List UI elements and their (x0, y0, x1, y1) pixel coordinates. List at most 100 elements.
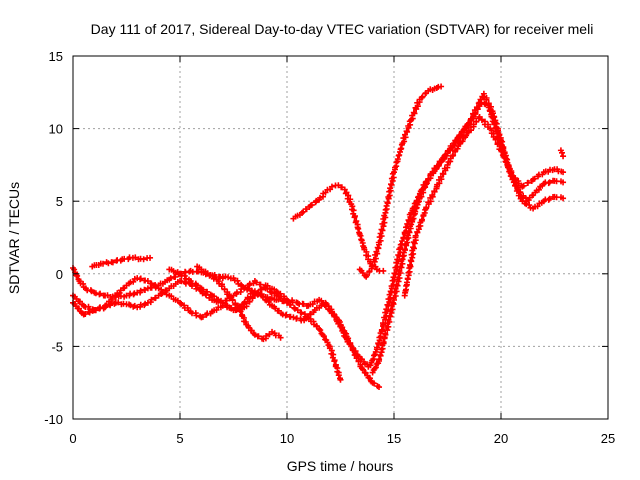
marker-trail (392, 141, 405, 173)
series-arc-5 (166, 266, 383, 391)
marker-trail (168, 279, 181, 290)
marker-trail (307, 315, 320, 330)
data-point (277, 334, 284, 341)
marker-trail (137, 300, 149, 310)
data-point (316, 325, 323, 332)
data-point (337, 376, 344, 383)
data-point (328, 183, 335, 190)
marker-trail (388, 246, 404, 290)
marker-trail (488, 127, 503, 153)
y-tick-label: -5 (51, 339, 63, 354)
marker-trail (532, 199, 545, 210)
marker-trail (361, 246, 373, 265)
marker-trail (420, 170, 434, 192)
marker-trail (254, 333, 265, 342)
marker-trail (259, 293, 273, 308)
marker-trail (211, 304, 224, 314)
plot-area (70, 83, 567, 391)
marker-trail (434, 164, 451, 188)
data-point (140, 256, 147, 263)
marker-trail (355, 225, 367, 250)
marker-trail (409, 188, 424, 214)
marker-trail (356, 353, 371, 368)
series-arc-7 (219, 273, 344, 383)
marker-trail (423, 185, 440, 211)
marker-trail (338, 184, 345, 191)
marker-trail (137, 275, 149, 284)
marker-trail (360, 366, 375, 385)
marker-trail (222, 273, 234, 282)
marker-trail (231, 277, 245, 290)
x-tick-label: 10 (280, 431, 294, 446)
y-axis-label: SDTVAR / TECUs (6, 182, 22, 294)
marker-trail (326, 345, 343, 382)
marker-trail (399, 223, 414, 260)
marker-trail (490, 110, 504, 141)
marker-trail (323, 301, 338, 318)
marker-trail (382, 170, 397, 213)
marker-trail (158, 286, 170, 298)
marker-trail (132, 254, 144, 263)
y-tick-label: 0 (56, 267, 63, 282)
marker-trail (71, 266, 82, 283)
marker-trail (525, 192, 537, 204)
marker-trail (104, 292, 116, 300)
data-point (438, 83, 445, 90)
marker-trail (199, 310, 214, 320)
marker-trail (168, 293, 181, 304)
chart-title: Day 111 of 2017, Sidereal Day-to-day VTE… (91, 21, 594, 37)
marker-trail (412, 206, 429, 239)
data-point (380, 267, 387, 274)
marker-trail (559, 149, 565, 156)
marker-trail (91, 262, 102, 269)
marker-trail (292, 211, 303, 220)
data-point (560, 179, 567, 186)
marker-trail (380, 288, 395, 327)
series-arc-10 (356, 83, 445, 280)
axes: 0 5 10 15 20 25 -10 -5 0 5 10 15 (44, 49, 615, 446)
x-tick-label: 0 (69, 431, 76, 446)
marker-trail (418, 90, 429, 101)
marker-trail (303, 309, 317, 322)
marker-trail (115, 299, 127, 308)
marker-trail (199, 286, 214, 298)
y-tick-label: 10 (49, 122, 63, 137)
marker-trail (498, 148, 514, 177)
series-arc-14 (557, 147, 567, 160)
marker-trail (253, 279, 268, 291)
marker-trail (344, 338, 359, 357)
marker-trail (233, 301, 246, 313)
series-arc-6 (194, 263, 284, 343)
marker-trail (342, 189, 354, 206)
marker-trail (462, 112, 477, 130)
marker-trail (147, 294, 159, 306)
marker-trail (71, 293, 86, 308)
marker-trail (251, 290, 262, 298)
marker-trail (121, 254, 133, 263)
marker-trail (100, 259, 112, 267)
y-tick-label: 15 (49, 49, 63, 64)
marker-trail (364, 265, 375, 279)
series-arc-13 (401, 113, 567, 299)
marker-trail (409, 99, 423, 122)
marker-trail (178, 272, 192, 283)
marker-trail (531, 171, 546, 182)
marker-trail (324, 186, 334, 193)
marker-trail (317, 190, 327, 201)
data-point (376, 384, 383, 391)
x-tick-label: 5 (176, 431, 183, 446)
marker-trail (206, 272, 220, 283)
marker-trail (553, 178, 564, 185)
marker-trail (333, 316, 350, 340)
marker-trail (178, 300, 192, 314)
series-arc-11 (369, 99, 567, 376)
marker-trail (92, 305, 107, 314)
marker-trail (533, 182, 546, 194)
marker-trail (382, 299, 397, 337)
marker-trail (370, 360, 382, 374)
marker-trail (456, 129, 471, 147)
marker-trail (77, 280, 87, 291)
x-tick-label: 25 (601, 431, 615, 446)
marker-trail (452, 127, 467, 144)
